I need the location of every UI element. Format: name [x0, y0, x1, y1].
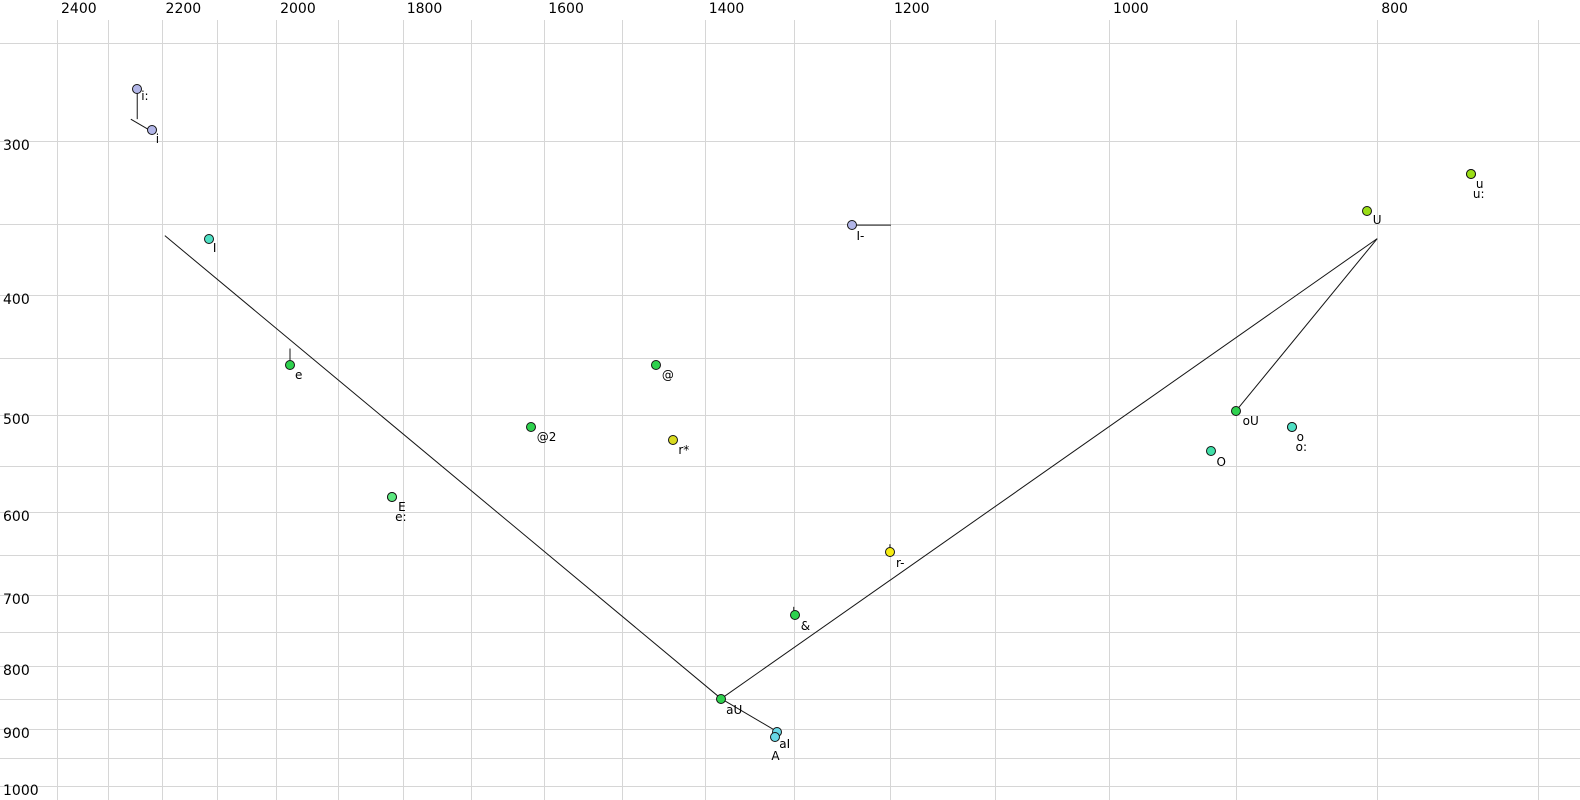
y-tick-label: 300	[3, 138, 30, 154]
x-tick-label: 1400	[708, 1, 745, 17]
y-tick-label: 400	[3, 292, 30, 309]
vowel-point[interactable]	[668, 434, 679, 445]
trajectory-aU-to-aI	[720, 698, 778, 733]
vowel-point-label: @2	[536, 430, 557, 445]
y-tick-label: 1000	[3, 782, 39, 799]
vowel-point-label: o:	[1295, 440, 1308, 455]
vowel-point-label: u	[1475, 176, 1484, 191]
vowel-point[interactable]	[770, 731, 781, 742]
x-tick-label: 1000	[1113, 1, 1149, 17]
vowel-point[interactable]	[789, 609, 800, 620]
vowel-point-label: I	[212, 240, 217, 255]
trajectory-U-to-oU	[1235, 238, 1378, 412]
vowel-point-label: aI	[779, 736, 791, 751]
vowel-point[interactable]	[884, 546, 895, 557]
vowel-point-label: i:	[141, 88, 149, 103]
vowel-point-label: r-	[895, 555, 905, 570]
vowel-point-label: o	[1296, 430, 1305, 445]
vowel-point[interactable]	[1205, 445, 1216, 456]
vowel-point-label: O	[1216, 454, 1226, 469]
x-tick-label: 1600	[548, 1, 584, 17]
vowel-point-label: A	[771, 748, 780, 763]
x-tick-label: 1800	[406, 1, 443, 17]
trajectory-front-diagonal	[164, 235, 722, 700]
vowel-point-label: E	[398, 499, 406, 514]
vowel-point[interactable]	[1465, 168, 1476, 179]
vowel-point-label: e:	[395, 509, 407, 524]
y-tick-label: 900	[3, 726, 30, 743]
vowel-point-label: &	[800, 618, 811, 633]
vowel-point[interactable]	[146, 125, 157, 136]
y-tick-label: 700	[3, 591, 30, 608]
vowel-point-label: i	[155, 132, 160, 147]
y-tick-label: 600	[3, 509, 30, 526]
vowel-point[interactable]	[1230, 406, 1241, 417]
vowel-point-label: U	[1372, 213, 1382, 228]
vowel-point[interactable]	[284, 360, 295, 371]
vowel-point[interactable]	[203, 233, 214, 244]
vowel-point[interactable]	[847, 220, 858, 231]
x-tick-label: 2000	[280, 1, 316, 17]
vowel-point-label: I-	[856, 229, 865, 244]
trajectory-i-tail	[130, 118, 150, 131]
vowel-point-label: oU	[1242, 414, 1259, 429]
x-tick-label: 1200	[893, 1, 930, 17]
x-tick-label: 2400	[61, 1, 97, 17]
vowel-point[interactable]	[716, 693, 727, 704]
vowel-point-label: r*	[678, 442, 690, 457]
vowel-point-label: @	[661, 368, 674, 383]
vowel-point-label: aU	[726, 702, 743, 717]
y-tick-label: 800	[3, 663, 30, 680]
vowel-point[interactable]	[650, 360, 661, 371]
vowel-point[interactable]	[387, 491, 398, 502]
vowel-point[interactable]	[1286, 422, 1297, 433]
vowel-point[interactable]	[132, 83, 143, 94]
x-tick-label: 2200	[165, 1, 202, 17]
vowel-point[interactable]	[1361, 206, 1372, 217]
y-tick-label: 500	[3, 411, 30, 428]
vowel-point[interactable]	[525, 422, 536, 433]
trajectory-aU-to-U	[720, 238, 1378, 700]
vowel-point-label: u:	[1472, 186, 1485, 201]
vowel-point-label: e	[294, 368, 303, 383]
x-tick-label: 800	[1381, 1, 1408, 17]
